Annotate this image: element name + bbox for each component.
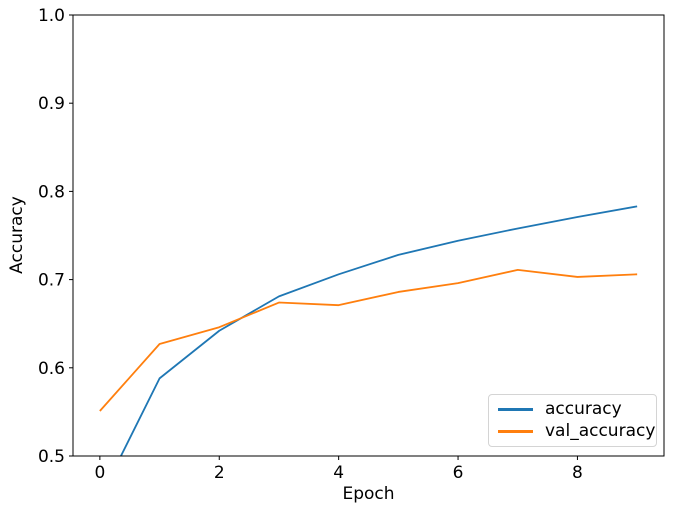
accuracy-line-swatch	[498, 408, 533, 411]
x-axis-label: Epoch	[342, 484, 395, 504]
y-tick-label: 1.0	[38, 6, 65, 26]
x-tick-label: 4	[333, 463, 344, 483]
x-tick-label: 0	[94, 463, 105, 483]
series-line-val_accuracy	[99, 268, 638, 412]
legend: accuracy val_accuracy	[488, 394, 657, 447]
legend-item-accuracy: accuracy	[498, 399, 647, 420]
x-tick-label: 6	[453, 463, 464, 483]
legend-label-val-accuracy: val_accuracy	[545, 421, 656, 441]
y-tick-label: 0.7	[38, 271, 65, 291]
y-tick-label: 0.5	[38, 447, 65, 467]
x-tick-label: 8	[572, 463, 583, 483]
y-tick-label: 0.6	[38, 359, 65, 379]
axes-frame	[72, 14, 665, 457]
legend-label-accuracy: accuracy	[545, 399, 622, 419]
legend-item-val-accuracy: val_accuracy	[498, 421, 655, 442]
y-tick-label: 0.8	[38, 182, 65, 202]
y-axis-label: Accuracy	[7, 196, 27, 274]
y-tick-label: 0.9	[38, 94, 65, 114]
val-accuracy-line-swatch	[498, 430, 533, 433]
x-tick-label: 2	[214, 463, 225, 483]
series-line-accuracy	[119, 205, 638, 456]
